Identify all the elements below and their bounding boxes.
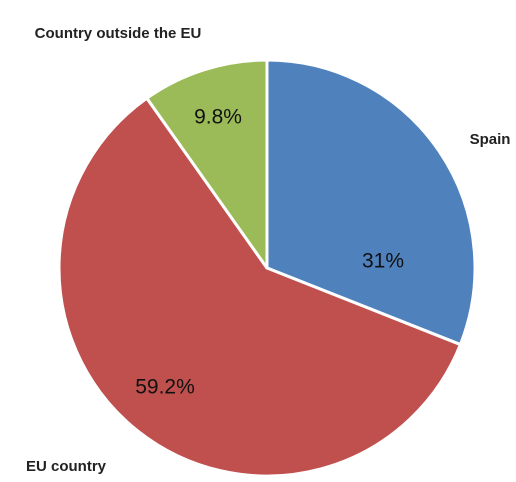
pie-slice [265,58,477,347]
category-label: EU country [25,458,106,475]
pie-slice [57,96,462,478]
data-label: 59.2% [135,376,195,399]
pie-slice [145,58,269,270]
data-label: 31% [362,250,404,273]
category-label: Country outside the EU [34,25,202,42]
data-label: 9.8% [194,106,242,129]
category-label: Spain [469,131,511,148]
